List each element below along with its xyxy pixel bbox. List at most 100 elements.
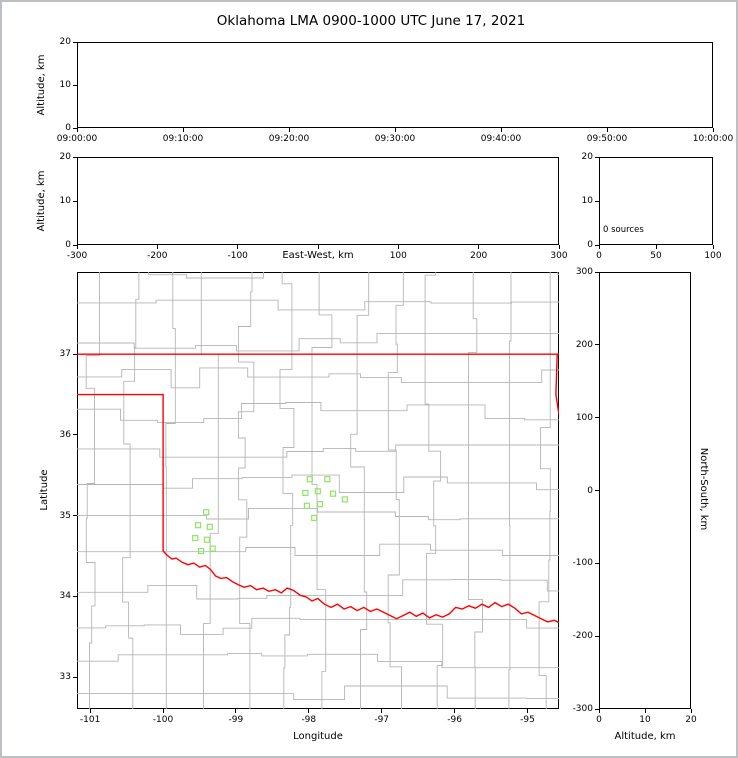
ew-height-xlabel: East-West, km <box>282 250 354 261</box>
lma-station-marker <box>316 501 324 508</box>
east-west-height-panel <box>77 157 559 245</box>
x-tick-label: 20 <box>685 715 697 725</box>
y-tick-label: 20 <box>59 37 71 47</box>
ns-height-xlabel: Altitude, km <box>614 731 676 742</box>
x-tick-mark <box>317 245 319 249</box>
y-tick-mark <box>595 562 599 564</box>
y-tick-label: 35 <box>59 510 71 521</box>
x-tick-label: 09:40:00 <box>480 134 522 144</box>
y-tick-label: 200 <box>575 339 593 350</box>
lma-station-marker <box>194 522 202 529</box>
lma-station-marker <box>206 523 213 530</box>
lma-stations <box>192 476 348 555</box>
y-tick-label: 10 <box>59 80 71 90</box>
y-tick-label: 37 <box>59 349 71 359</box>
x-tick-label: -300 <box>66 251 88 261</box>
x-tick-label: 100 <box>389 251 407 261</box>
x-tick-label: 0 <box>596 715 602 725</box>
lma-station-marker <box>197 547 205 555</box>
y-tick-mark <box>595 708 599 710</box>
x-tick-mark <box>394 128 396 132</box>
lma-station-marker <box>324 476 331 483</box>
y-tick-mark <box>73 127 77 129</box>
lma-station-marker <box>192 535 199 542</box>
x-tick-mark <box>182 128 184 132</box>
x-tick-mark <box>690 709 692 713</box>
x-tick-label: 0 <box>596 251 602 261</box>
lma-station-marker <box>314 488 321 495</box>
x-tick-label: 300 <box>550 251 568 261</box>
x-tick-label: -101 <box>79 715 101 725</box>
x-tick-mark <box>162 709 164 713</box>
x-tick-mark <box>527 709 528 713</box>
y-tick-label: 33 <box>59 672 71 682</box>
x-tick-mark <box>308 709 310 713</box>
map-canvas <box>77 272 559 709</box>
lma-station-marker <box>302 489 309 496</box>
x-tick-label: -97 <box>374 715 390 725</box>
y-tick-mark <box>73 515 77 516</box>
figure-title: Oklahoma LMA 0900-1000 UTC June 17, 2021 <box>216 13 526 29</box>
x-tick-label: -95 <box>520 715 535 725</box>
lma-station-marker <box>311 514 318 521</box>
lma-station-marker <box>306 476 313 483</box>
x-tick-mark <box>454 709 456 713</box>
y-tick-mark <box>595 344 599 346</box>
y-tick-mark <box>595 244 599 246</box>
y-tick-mark <box>73 156 77 158</box>
lma-station-marker <box>209 545 216 552</box>
lma-station-marker <box>303 502 310 509</box>
x-tick-mark <box>237 245 239 249</box>
x-tick-mark <box>156 245 158 249</box>
x-tick-mark <box>76 128 78 132</box>
x-tick-label: -100 <box>152 715 174 725</box>
time-height-panel <box>77 42 713 128</box>
x-tick-label: -200 <box>147 251 168 261</box>
y-tick-mark <box>73 200 77 202</box>
y-tick-mark <box>73 595 77 597</box>
x-tick-mark <box>288 128 290 132</box>
y-tick-mark <box>595 417 599 419</box>
x-tick-mark <box>598 709 600 713</box>
x-tick-mark <box>235 709 237 713</box>
map-xlabel: Longitude <box>293 731 343 742</box>
y-tick-label: 20 <box>59 152 71 162</box>
y-tick-mark <box>595 635 599 637</box>
y-tick-label: 300 <box>575 267 593 277</box>
y-tick-label: -300 <box>572 704 593 714</box>
lma-station-marker <box>203 536 211 543</box>
x-tick-mark <box>712 245 714 249</box>
x-tick-label: 09:30:00 <box>374 134 416 144</box>
x-tick-mark <box>89 709 91 713</box>
state-border <box>77 353 559 624</box>
y-tick-label: 0 <box>587 485 593 496</box>
x-tick-label: 09:00:00 <box>56 134 98 144</box>
x-tick-label: -100 <box>227 251 248 261</box>
y-tick-label: 0 <box>65 123 71 133</box>
ns-height-ylabel: North-South, km <box>698 447 709 531</box>
y-tick-label: -100 <box>572 558 593 569</box>
x-tick-mark <box>598 245 600 249</box>
x-tick-label: 100 <box>704 251 722 261</box>
x-tick-mark <box>558 245 560 249</box>
x-tick-mark <box>500 128 502 132</box>
y-tick-mark <box>73 353 77 355</box>
x-tick-label: 09:50:00 <box>586 134 628 144</box>
plan-view-map-panel <box>77 272 559 709</box>
source-count-annotation: 0 sources <box>603 225 644 235</box>
y-tick-label: 36 <box>59 429 71 440</box>
x-tick-mark <box>381 709 383 713</box>
y-tick-label: 34 <box>59 591 71 602</box>
x-tick-label: -99 <box>228 715 244 725</box>
lma-station-marker <box>341 496 348 503</box>
lma-station-marker <box>203 509 210 516</box>
y-tick-mark <box>73 244 77 246</box>
y-tick-label: -200 <box>572 631 593 642</box>
x-tick-mark <box>655 245 657 249</box>
y-tick-label: 100 <box>575 412 593 423</box>
y-tick-mark <box>73 84 77 86</box>
y-tick-mark <box>73 434 77 436</box>
x-tick-label: -98 <box>301 715 317 725</box>
y-tick-label: 20 <box>581 152 593 162</box>
